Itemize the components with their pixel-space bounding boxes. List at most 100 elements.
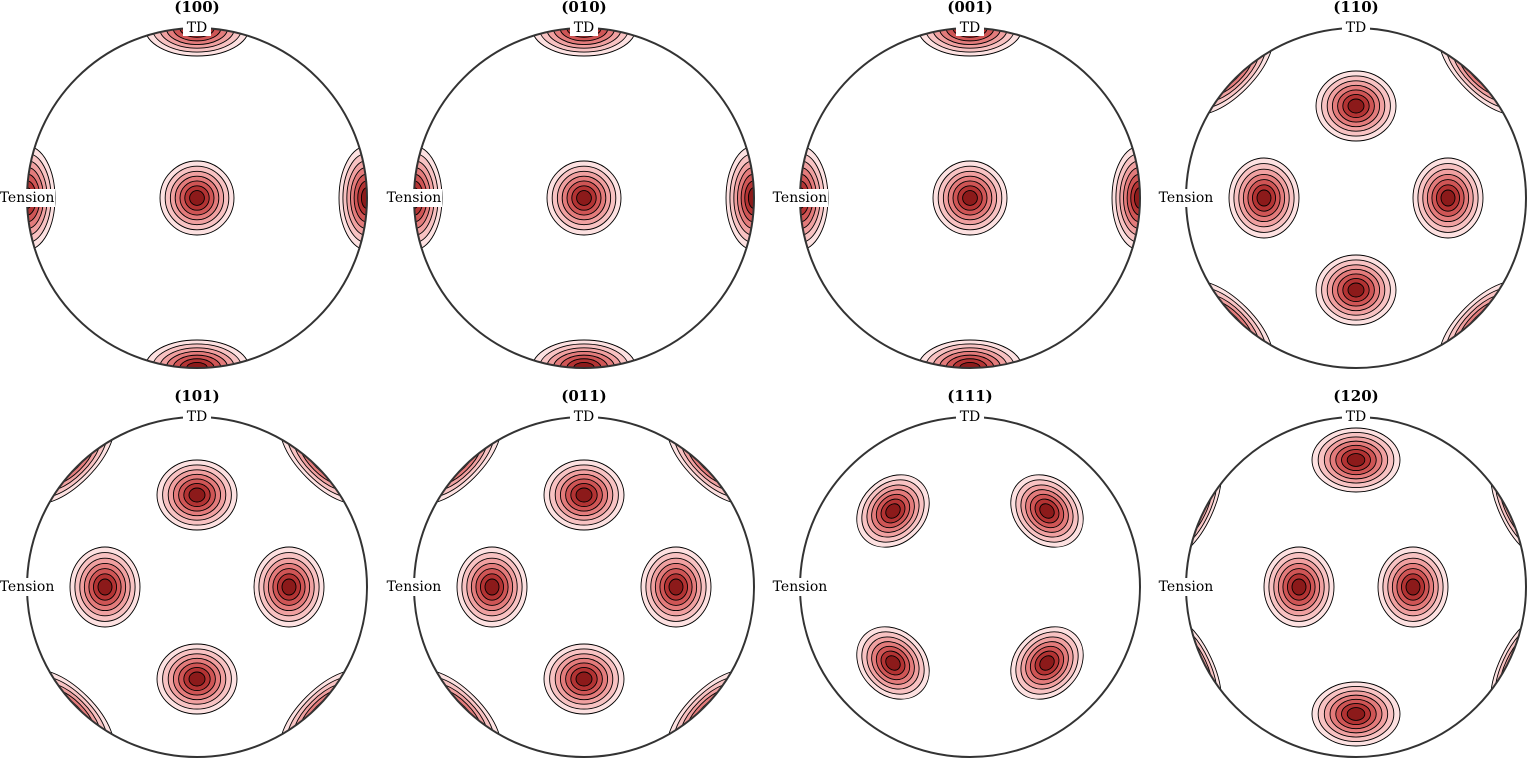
pole-figure: [856, 474, 1084, 700]
contour-blob: [1186, 280, 1274, 368]
pole-figure: [414, 28, 754, 368]
contour-blob: [1311, 427, 1401, 493]
top-label: TD: [960, 20, 981, 36]
left-label: Tension: [773, 190, 828, 206]
label-bg: [1158, 578, 1214, 596]
figure-title: (110): [1333, 0, 1379, 16]
top-label: TD: [574, 20, 595, 36]
contour: [666, 669, 754, 757]
contour-blob: [456, 546, 528, 628]
contour-blob: [159, 160, 235, 236]
left-label: Tension: [773, 579, 828, 595]
label-bg: [570, 408, 598, 425]
contour: [666, 417, 754, 505]
top-label: TD: [1346, 20, 1367, 36]
contour: [1186, 28, 1274, 116]
contour: [1133, 187, 1140, 209]
contour-blob: [279, 417, 367, 505]
label-bg: [0, 189, 55, 207]
contour: [414, 417, 502, 505]
contour: [1444, 30, 1524, 110]
contour: [747, 187, 754, 209]
top-label: TD: [187, 20, 208, 36]
label-bg: [1342, 19, 1370, 36]
contour-blob: [543, 643, 625, 715]
contour-blob: [1186, 28, 1274, 116]
left-label: Tension: [0, 579, 54, 595]
contour-blob: [1438, 280, 1526, 368]
contour-blob: [1228, 157, 1300, 239]
contour: [1347, 98, 1365, 114]
contour-blob: [543, 459, 625, 531]
pole-figure: [1186, 28, 1526, 368]
label-bg: [772, 189, 828, 207]
contour-blob: [640, 546, 712, 628]
contour: [1498, 630, 1526, 704]
left-label: Tension: [1159, 579, 1214, 595]
contour: [1346, 707, 1366, 721]
label-bg: [772, 578, 828, 596]
contour: [1188, 30, 1268, 110]
label-bg: [0, 578, 55, 596]
pole-figure: [800, 28, 1140, 368]
contour-blob: [338, 145, 367, 251]
contour: [1039, 503, 1055, 519]
contour: [1186, 656, 1198, 678]
label-bg: [570, 19, 598, 36]
contour: [279, 669, 367, 757]
contour: [1256, 189, 1272, 207]
contour: [27, 417, 115, 505]
figure-title: (001): [947, 0, 993, 16]
contour: [1514, 496, 1526, 518]
contour: [285, 675, 365, 755]
contour: [744, 180, 754, 216]
outline: [799, 416, 1141, 758]
contour: [414, 669, 502, 757]
contour-blob: [156, 643, 238, 715]
contour: [1186, 623, 1218, 711]
contour: [1186, 496, 1198, 518]
top-label: TD: [960, 409, 981, 425]
contour: [573, 361, 595, 368]
contour: [285, 419, 365, 499]
contour: [484, 578, 500, 596]
label-bg: [386, 189, 442, 207]
contour-blob: [1377, 546, 1449, 628]
contour-blob: [1412, 157, 1484, 239]
contour: [575, 671, 593, 687]
contour-blob: [1111, 145, 1140, 251]
contour: [1039, 655, 1055, 671]
contour: [279, 417, 367, 505]
contour-blob: [1438, 28, 1526, 116]
label-bg: [956, 408, 984, 425]
contour-blob: [414, 417, 502, 505]
contour: [1186, 463, 1218, 551]
contour-blob: [144, 339, 250, 368]
contour: [1188, 286, 1268, 366]
contour-blob: [917, 339, 1023, 368]
pole-figure: [414, 417, 754, 757]
figure-title: (010): [561, 0, 607, 16]
label-bg: [956, 19, 984, 36]
contour-blob: [666, 417, 754, 505]
contour: [1514, 656, 1526, 678]
top-label: TD: [187, 409, 208, 425]
contour: [29, 675, 109, 755]
contour: [885, 503, 901, 519]
contour: [97, 578, 113, 596]
contour-blob: [253, 546, 325, 628]
label-bg: [183, 19, 211, 36]
contour-blob: [1010, 474, 1084, 548]
contour-blob: [856, 626, 930, 700]
contour-blob: [414, 669, 502, 757]
figure-title: (101): [174, 387, 220, 405]
contour: [1438, 28, 1526, 116]
pole-figure: [27, 28, 367, 368]
contour: [1405, 578, 1421, 596]
contour: [416, 419, 496, 499]
contour-blob: [1311, 681, 1401, 747]
contour-blob: [1010, 626, 1084, 700]
contour-blob: [69, 546, 141, 628]
contour-blob: [156, 459, 238, 531]
